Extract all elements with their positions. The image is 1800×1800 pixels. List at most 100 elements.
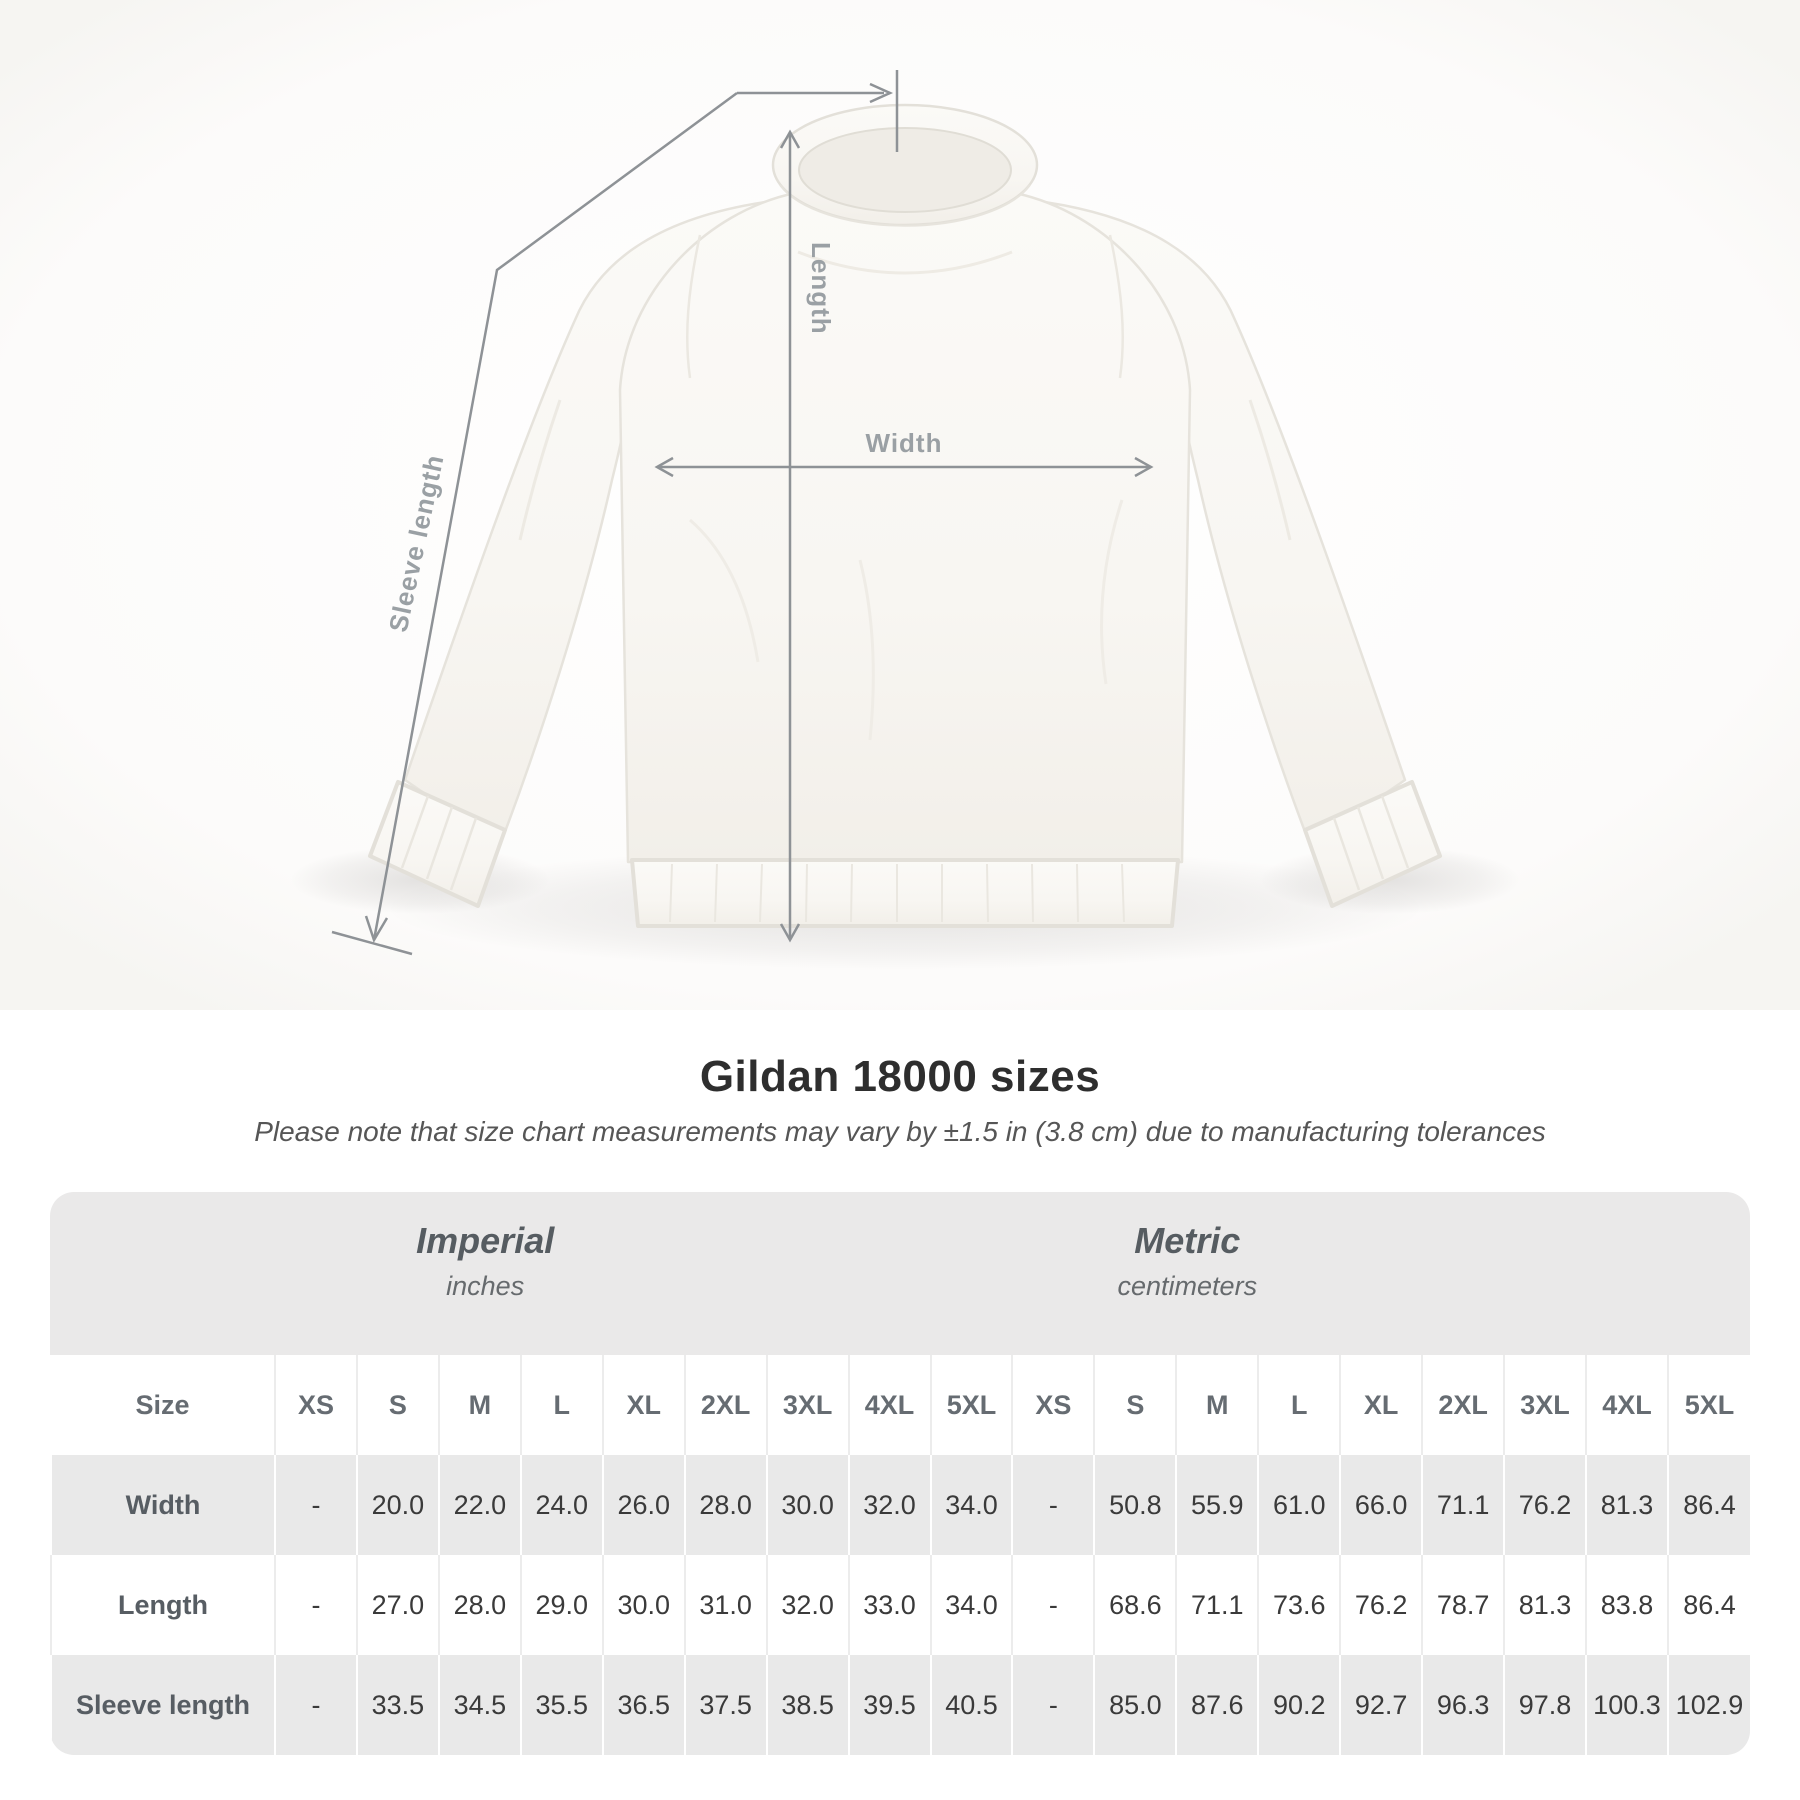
width-right-arrowhead — [1134, 456, 1154, 478]
size-col-header: XS — [1011, 1355, 1095, 1455]
size-col-header: XL — [1339, 1355, 1423, 1455]
value-cell: - — [1011, 1555, 1095, 1655]
size-col-header: 2XL — [1421, 1355, 1505, 1455]
value-cell: 28.0 — [437, 1555, 521, 1655]
shoulder-seams — [685, 234, 1125, 379]
imperial-heading: Imperial — [416, 1220, 555, 1261]
size-col-header: S — [355, 1355, 439, 1455]
value-cell: 86.4 — [1666, 1455, 1750, 1555]
size-col-header: 5XL — [1666, 1355, 1750, 1455]
value-cell: 96.3 — [1421, 1655, 1505, 1755]
size-col-header: 4XL — [847, 1355, 931, 1455]
value-cell: 50.8 — [1093, 1455, 1177, 1555]
value-cell: 97.8 — [1503, 1655, 1586, 1755]
top-reference-arrowhead — [869, 82, 894, 104]
value-cell: 34.0 — [929, 1455, 1013, 1555]
collar-opening — [798, 127, 1012, 213]
row-label: Sleeve length — [50, 1655, 275, 1755]
value-cell: 31.0 — [683, 1555, 767, 1655]
size-table: Imperial inches Metric centimeters Size … — [50, 1192, 1750, 1755]
value-cell: 30.0 — [601, 1555, 685, 1655]
sweatshirt-illustration: Length Width Sleeve length — [0, 0, 1800, 1010]
metric-unit-group: Metric centimeters — [1118, 1220, 1258, 1302]
size-col-header: 4XL — [1585, 1355, 1668, 1455]
page-title: Gildan 18000 sizes — [699, 1052, 1101, 1101]
value-cell: 32.0 — [765, 1555, 849, 1655]
value-cell: 100.3 — [1585, 1655, 1668, 1755]
value-cell: 26.0 — [601, 1455, 685, 1555]
sweatshirt — [368, 103, 1442, 928]
body-folds — [689, 499, 1124, 741]
size-col-header: 5XL — [929, 1355, 1013, 1455]
value-cell: 22.0 — [437, 1455, 521, 1555]
value-cell: 81.3 — [1503, 1555, 1586, 1655]
sleeve-length-arrowhead — [364, 915, 389, 943]
hem-band — [630, 858, 1180, 928]
value-cell: 61.0 — [1257, 1455, 1341, 1555]
imperial-unit-label: inches — [446, 1271, 525, 1302]
metric-unit-label: centimeters — [1117, 1271, 1258, 1302]
size-col-header: 2XL — [683, 1355, 767, 1455]
value-cell: 71.1 — [1421, 1455, 1505, 1555]
value-cell: 76.2 — [1503, 1455, 1586, 1555]
value-cell: 73.6 — [1257, 1555, 1341, 1655]
size-col-header: L — [519, 1355, 603, 1455]
unit-band: Imperial inches Metric centimeters — [50, 1192, 1750, 1355]
value-cell: 78.7 — [1421, 1555, 1505, 1655]
width-annotation-label: Width — [866, 428, 943, 458]
value-cell: - — [1011, 1655, 1095, 1755]
value-cell: 29.0 — [519, 1555, 603, 1655]
value-cell: 102.9 — [1666, 1655, 1750, 1755]
value-cell: - — [274, 1655, 357, 1755]
value-cell: 28.0 — [683, 1455, 767, 1555]
length-top-arrowhead — [779, 129, 801, 149]
value-cell: - — [1011, 1455, 1095, 1555]
body — [618, 191, 1192, 864]
size-col-header: S — [1093, 1355, 1177, 1455]
size-col-header: L — [1257, 1355, 1341, 1455]
value-cell: 32.0 — [847, 1455, 931, 1555]
value-cell: 85.0 — [1093, 1655, 1177, 1755]
size-header-row: Size XS S M L XL 2XL 3XL 4XL 5XL XS S M … — [51, 1355, 1750, 1455]
value-cell: - — [274, 1455, 357, 1555]
size-header-cell: Size — [51, 1355, 275, 1455]
value-cell: 40.5 — [929, 1655, 1013, 1755]
size-col-header: M — [437, 1355, 521, 1455]
left-cuff — [368, 780, 507, 908]
value-cell: 83.8 — [1585, 1555, 1668, 1655]
metric-heading: Metric — [1134, 1220, 1241, 1261]
value-cell: 39.5 — [847, 1655, 931, 1755]
collar-seam — [779, 184, 1031, 227]
value-cell: 36.5 — [601, 1655, 685, 1755]
value-cell: 24.0 — [519, 1455, 603, 1555]
sleeve-length-end-bar — [331, 930, 413, 956]
value-cell: 92.7 — [1339, 1655, 1423, 1755]
value-cell: 34.0 — [929, 1555, 1013, 1655]
sleeve-length-line — [372, 91, 738, 941]
size-col-header: M — [1175, 1355, 1259, 1455]
value-cell: 33.5 — [355, 1655, 439, 1755]
imperial-unit-group: Imperial inches — [416, 1220, 554, 1302]
value-cell: 35.5 — [519, 1655, 603, 1755]
table-row-length: Length - 27.0 28.0 29.0 30.0 31.0 32.0 3… — [50, 1555, 1750, 1655]
value-cell: 38.5 — [765, 1655, 849, 1755]
value-cell: 71.1 — [1175, 1555, 1259, 1655]
value-cell: 90.2 — [1257, 1655, 1341, 1755]
value-cell: 81.3 — [1585, 1455, 1668, 1555]
measurements-table: Size XS S M L XL 2XL 3XL 4XL 5XL XS S M … — [50, 1355, 1750, 1755]
value-cell: 86.4 — [1666, 1555, 1750, 1655]
value-cell: 68.6 — [1093, 1555, 1177, 1655]
right-cuff-ribs — [1332, 795, 1410, 891]
left-cuff-ribs — [400, 795, 478, 891]
value-cell: 20.0 — [355, 1455, 439, 1555]
product-measurement-diagram: Length Width Sleeve length — [0, 0, 1800, 1010]
collar-drape-fold — [797, 250, 1013, 275]
value-cell: - — [274, 1555, 357, 1655]
hem-ribs — [669, 863, 1125, 923]
table-row-sleeve-length: Sleeve length - 33.5 34.5 35.5 36.5 37.5… — [50, 1655, 1750, 1755]
value-cell: 66.0 — [1339, 1455, 1423, 1555]
size-col-header: 3XL — [1503, 1355, 1586, 1455]
size-col-header: 3XL — [765, 1355, 849, 1455]
sleeve-folds — [518, 399, 1292, 541]
